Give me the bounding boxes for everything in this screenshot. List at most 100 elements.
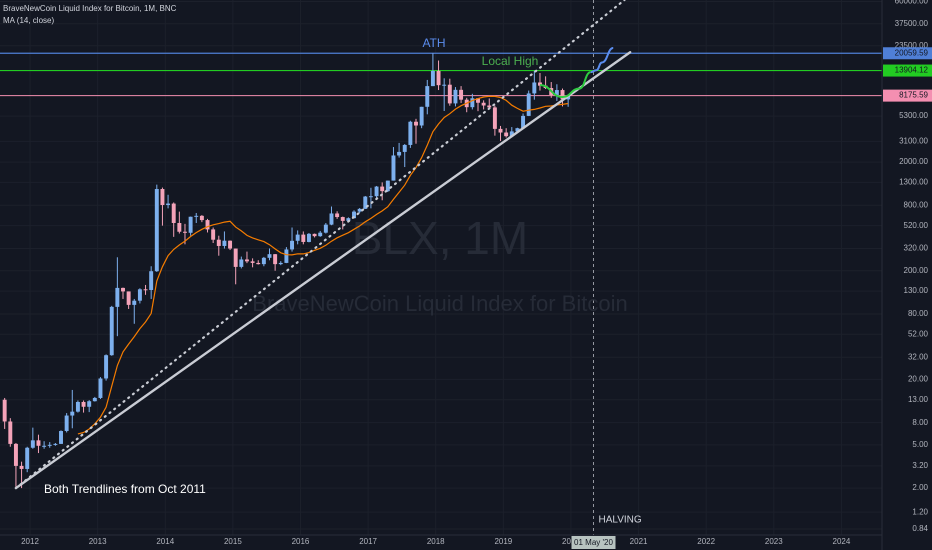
y-tick-label: 1300.00 [899,178,928,187]
candle-body [154,189,159,272]
candle-body [109,306,114,356]
candle-body [137,289,142,301]
candle-body [188,216,193,233]
x-tick-label: 2023 [765,537,783,546]
candle-body [98,378,103,398]
candle-body [408,121,413,145]
watermark-symbol: BLX, 1M [352,212,528,264]
y-tick-label: 13.00 [908,395,929,404]
candle-body [25,447,30,469]
projection-curve [590,47,614,74]
x-tick-label: 2013 [89,537,107,546]
y-tick-label: 2000.00 [899,157,928,166]
y-tick-label: 3100.00 [899,136,928,145]
candle-body [476,98,480,103]
candle-body [239,259,244,267]
candle-body [81,401,86,407]
candle-body [267,254,272,258]
candle-body [509,131,514,137]
candle-body [19,465,24,469]
y-tick-label: 80.00 [908,309,929,318]
y-tick-label: 20.00 [908,375,929,384]
candle-body [166,203,171,206]
x-tick-label: 2021 [630,537,648,546]
x-tick-label: 2022 [697,537,715,546]
candle-body [30,440,35,448]
candle-body [64,415,69,432]
candle-body [306,233,311,242]
price-tag-label: 8175.59 [899,91,928,100]
y-tick-label: 130.00 [904,286,929,295]
candle-body [352,211,356,219]
x-tick-label: 2014 [156,537,174,546]
candle-body [284,249,289,263]
candle-body [560,90,565,100]
candle-body [340,217,345,221]
y-tick-label: 8.00 [912,418,928,427]
annotation: Both Trendlines from Oct 2011 [44,482,206,496]
candle-body [261,257,266,265]
candle-body [521,115,526,129]
candle-body [228,240,233,249]
price-tag [883,64,932,77]
trendline [14,0,626,490]
y-tick-label: 23500.00 [895,41,929,50]
y-tick-label: 60000.00 [895,0,929,6]
candle-body [363,196,368,209]
candle-body [459,89,464,100]
candle-body [13,443,18,466]
candle-body [149,271,154,290]
candle-body [357,208,362,212]
candle-body [425,86,430,107]
x-tick-label: 2019 [494,537,512,546]
x-tick-label: 2017 [359,537,377,546]
candle-body [278,262,283,265]
y-tick-label: 520.00 [904,221,929,230]
watermark-name: BraveNewCoin Liquid Index for Bitcoin [252,291,627,316]
candle-body [222,240,227,246]
candle-body [53,443,58,445]
candle-body [132,300,137,305]
candle-body [391,155,396,181]
candle-body [199,215,204,221]
price-tag [883,47,932,60]
y-tick-label: 3.20 [912,461,928,470]
candle-body [436,70,441,86]
candle-body [47,444,52,446]
candle-body [104,355,109,379]
x-tick-label: 2018 [427,537,445,546]
candle-body [397,151,402,156]
annotation: ATH [422,36,445,50]
candle-body [273,254,278,265]
candle-body [470,98,475,108]
candle-body [115,287,120,307]
candle-body [256,262,261,265]
candle-body [442,84,447,86]
price-tag-label: 13904.12 [895,66,929,75]
y-tick-label: 0.84 [912,524,928,533]
date-tag-label: 01 May '20 [574,538,613,547]
candle-body [453,89,458,104]
candle-body [121,287,125,292]
candle-body [143,289,148,291]
candle-body [380,186,385,192]
candle-body [515,128,520,132]
candle-body [385,180,390,192]
candle-body [419,106,424,126]
candle-body [498,128,503,133]
date-tag [571,536,616,549]
candle-body [211,229,216,240]
candle-body [126,291,131,305]
chart-title: BraveNewCoin Liquid Index for Bitcoin, 1… [3,4,177,13]
candle-body [447,84,452,104]
candle-body [323,224,328,233]
y-tick-label: 320.00 [904,244,929,253]
annotation: Local High [482,54,539,68]
candle-body [346,218,351,221]
y-tick-label: 200.00 [904,266,929,275]
y-tick-label: 1.20 [912,507,928,516]
candle-body [87,401,92,407]
candle-body [194,215,199,217]
